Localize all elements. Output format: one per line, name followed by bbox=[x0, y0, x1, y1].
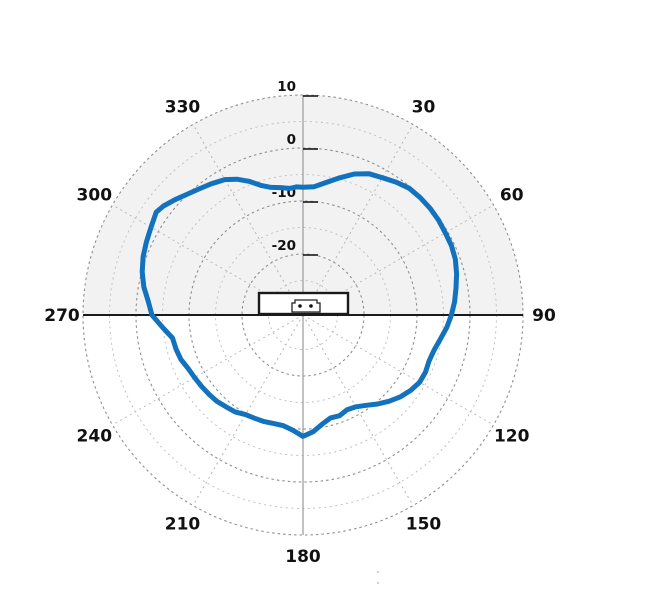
angle-label-150: 150 bbox=[406, 515, 442, 535]
speaker-driver-module-icon bbox=[291, 299, 321, 313]
angle-label-120: 120 bbox=[494, 427, 530, 447]
angle-label-300: 300 bbox=[77, 186, 113, 206]
spoke-line-60 bbox=[302, 204, 494, 316]
angle-label-180: 180 bbox=[285, 547, 321, 567]
speaker-driver-dot-right bbox=[309, 304, 313, 308]
angle-label-90: 90 bbox=[532, 306, 556, 326]
response-curve bbox=[139, 171, 460, 439]
artifact-dot-1 bbox=[376, 581, 380, 585]
spoke-line-30 bbox=[302, 124, 414, 316]
angle-label-240: 240 bbox=[77, 427, 113, 447]
speaker-driver-dot-left bbox=[298, 304, 302, 308]
angle-label-60: 60 bbox=[500, 186, 524, 206]
spoke-line-330 bbox=[192, 124, 304, 316]
angle-label-30: 30 bbox=[412, 97, 436, 117]
radial-tick-label-0db: 0 bbox=[287, 132, 296, 148]
spoke-line-150 bbox=[302, 314, 414, 506]
angle-label-210: 210 bbox=[165, 515, 201, 535]
spoke-line-120 bbox=[302, 314, 494, 426]
spoke-line-240 bbox=[112, 314, 304, 426]
spoke-line-300 bbox=[112, 204, 304, 316]
angle-label-330: 330 bbox=[165, 97, 201, 117]
angle-label-270: 270 bbox=[44, 306, 80, 326]
radial-tick-label--20db: -20 bbox=[272, 238, 296, 254]
radial-tick-label-10db: 10 bbox=[277, 79, 296, 95]
spoke-line-210 bbox=[192, 314, 304, 506]
artifact-dot-0 bbox=[376, 570, 380, 574]
